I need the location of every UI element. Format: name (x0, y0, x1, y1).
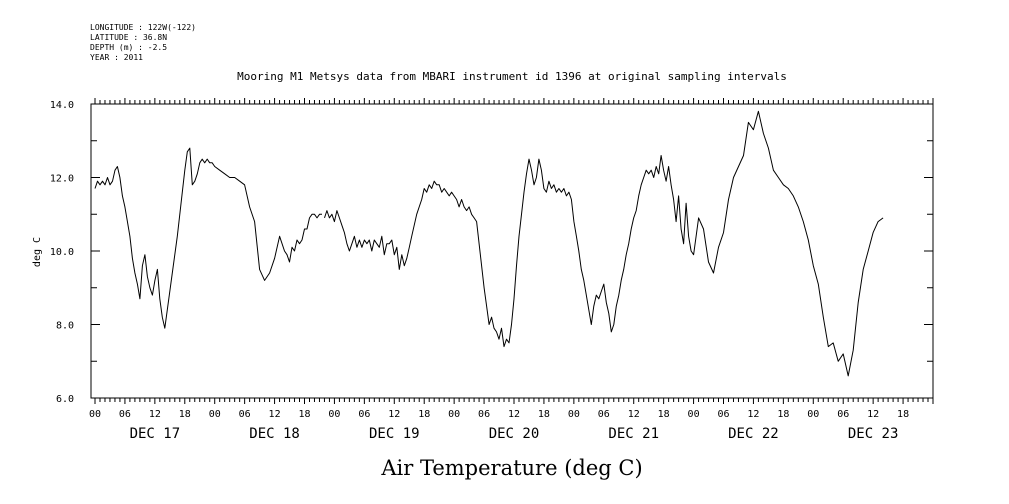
x-tick-label: 18 (418, 409, 430, 420)
year-label: YEAR : 2011 (90, 53, 143, 62)
x-tick-label: 06 (358, 409, 370, 420)
x-tick-label: 06 (119, 409, 131, 420)
x-tick-label: 00 (328, 409, 340, 420)
day-label: DEC 22 (728, 426, 779, 442)
series-line (324, 110, 884, 377)
series-line (94, 147, 322, 329)
chart-title: Mooring M1 Metsys data from MBARI instru… (237, 70, 787, 83)
x-tick-label: 12 (867, 409, 879, 420)
plot-frame (90, 103, 934, 399)
day-label: DEC 21 (608, 426, 659, 442)
axes: 00 06 12 18 00 06 12 18 00 06 12 18 00 06 12 18 00 06 12 18… (50, 98, 934, 442)
y-tick-label: 8.0 (56, 321, 74, 332)
day-label: DEC 17 (130, 426, 181, 442)
x-tick-label: 12 (747, 409, 759, 420)
x-tick-label: 18 (777, 409, 789, 420)
y-axis-label: deg C (32, 237, 43, 267)
x-tick-label: 00 (807, 409, 819, 420)
y-tick-label: 10.0 (50, 247, 74, 258)
x-axis-label: Air Temperature (deg C) (380, 456, 642, 480)
x-tick-label: 12 (388, 409, 400, 420)
latitude-label: LATITUDE : 36.8N (90, 33, 167, 42)
y-tick-label: 6.0 (56, 394, 74, 405)
x-tick-label: 00 (448, 409, 460, 420)
x-tick-label: 00 (89, 409, 101, 420)
x-tick-label: 00 (568, 409, 580, 420)
y-tick-label: 12.0 (50, 174, 74, 185)
x-tick-label: 00 (209, 409, 221, 420)
x-tick-label: 12 (628, 409, 640, 420)
day-label: DEC 18 (249, 426, 300, 442)
x-tick-label: 12 (149, 409, 161, 420)
longitude-label: LONGITUDE : 122W(-122) (90, 23, 196, 32)
x-tick-label: 18 (179, 409, 191, 420)
x-tick-label: 06 (239, 409, 251, 420)
x-tick-label: 12 (508, 409, 520, 420)
x-tick-label: 18 (897, 409, 909, 420)
day-label: DEC 19 (369, 426, 420, 442)
day-label: DEC 23 (848, 426, 899, 442)
x-tick-label: 06 (478, 409, 490, 420)
header-metadata: LONGITUDE : 122W(-122) LATITUDE : 36.8N … (90, 23, 196, 62)
x-tick-label: 06 (598, 409, 610, 420)
x-tick-label: 06 (837, 409, 849, 420)
day-label: DEC 20 (489, 426, 540, 442)
x-tick-label: 06 (717, 409, 729, 420)
x-tick-label: 18 (538, 409, 550, 420)
x-tick-label: 00 (688, 409, 700, 420)
y-tick-label: 14.0 (50, 100, 74, 111)
x-tick-label: 18 (658, 409, 670, 420)
x-tick-label: 12 (269, 409, 281, 420)
data-series (94, 110, 884, 377)
depth-label: DEPTH (m) : -2.5 (90, 43, 167, 52)
x-tick-label: 18 (298, 409, 310, 420)
